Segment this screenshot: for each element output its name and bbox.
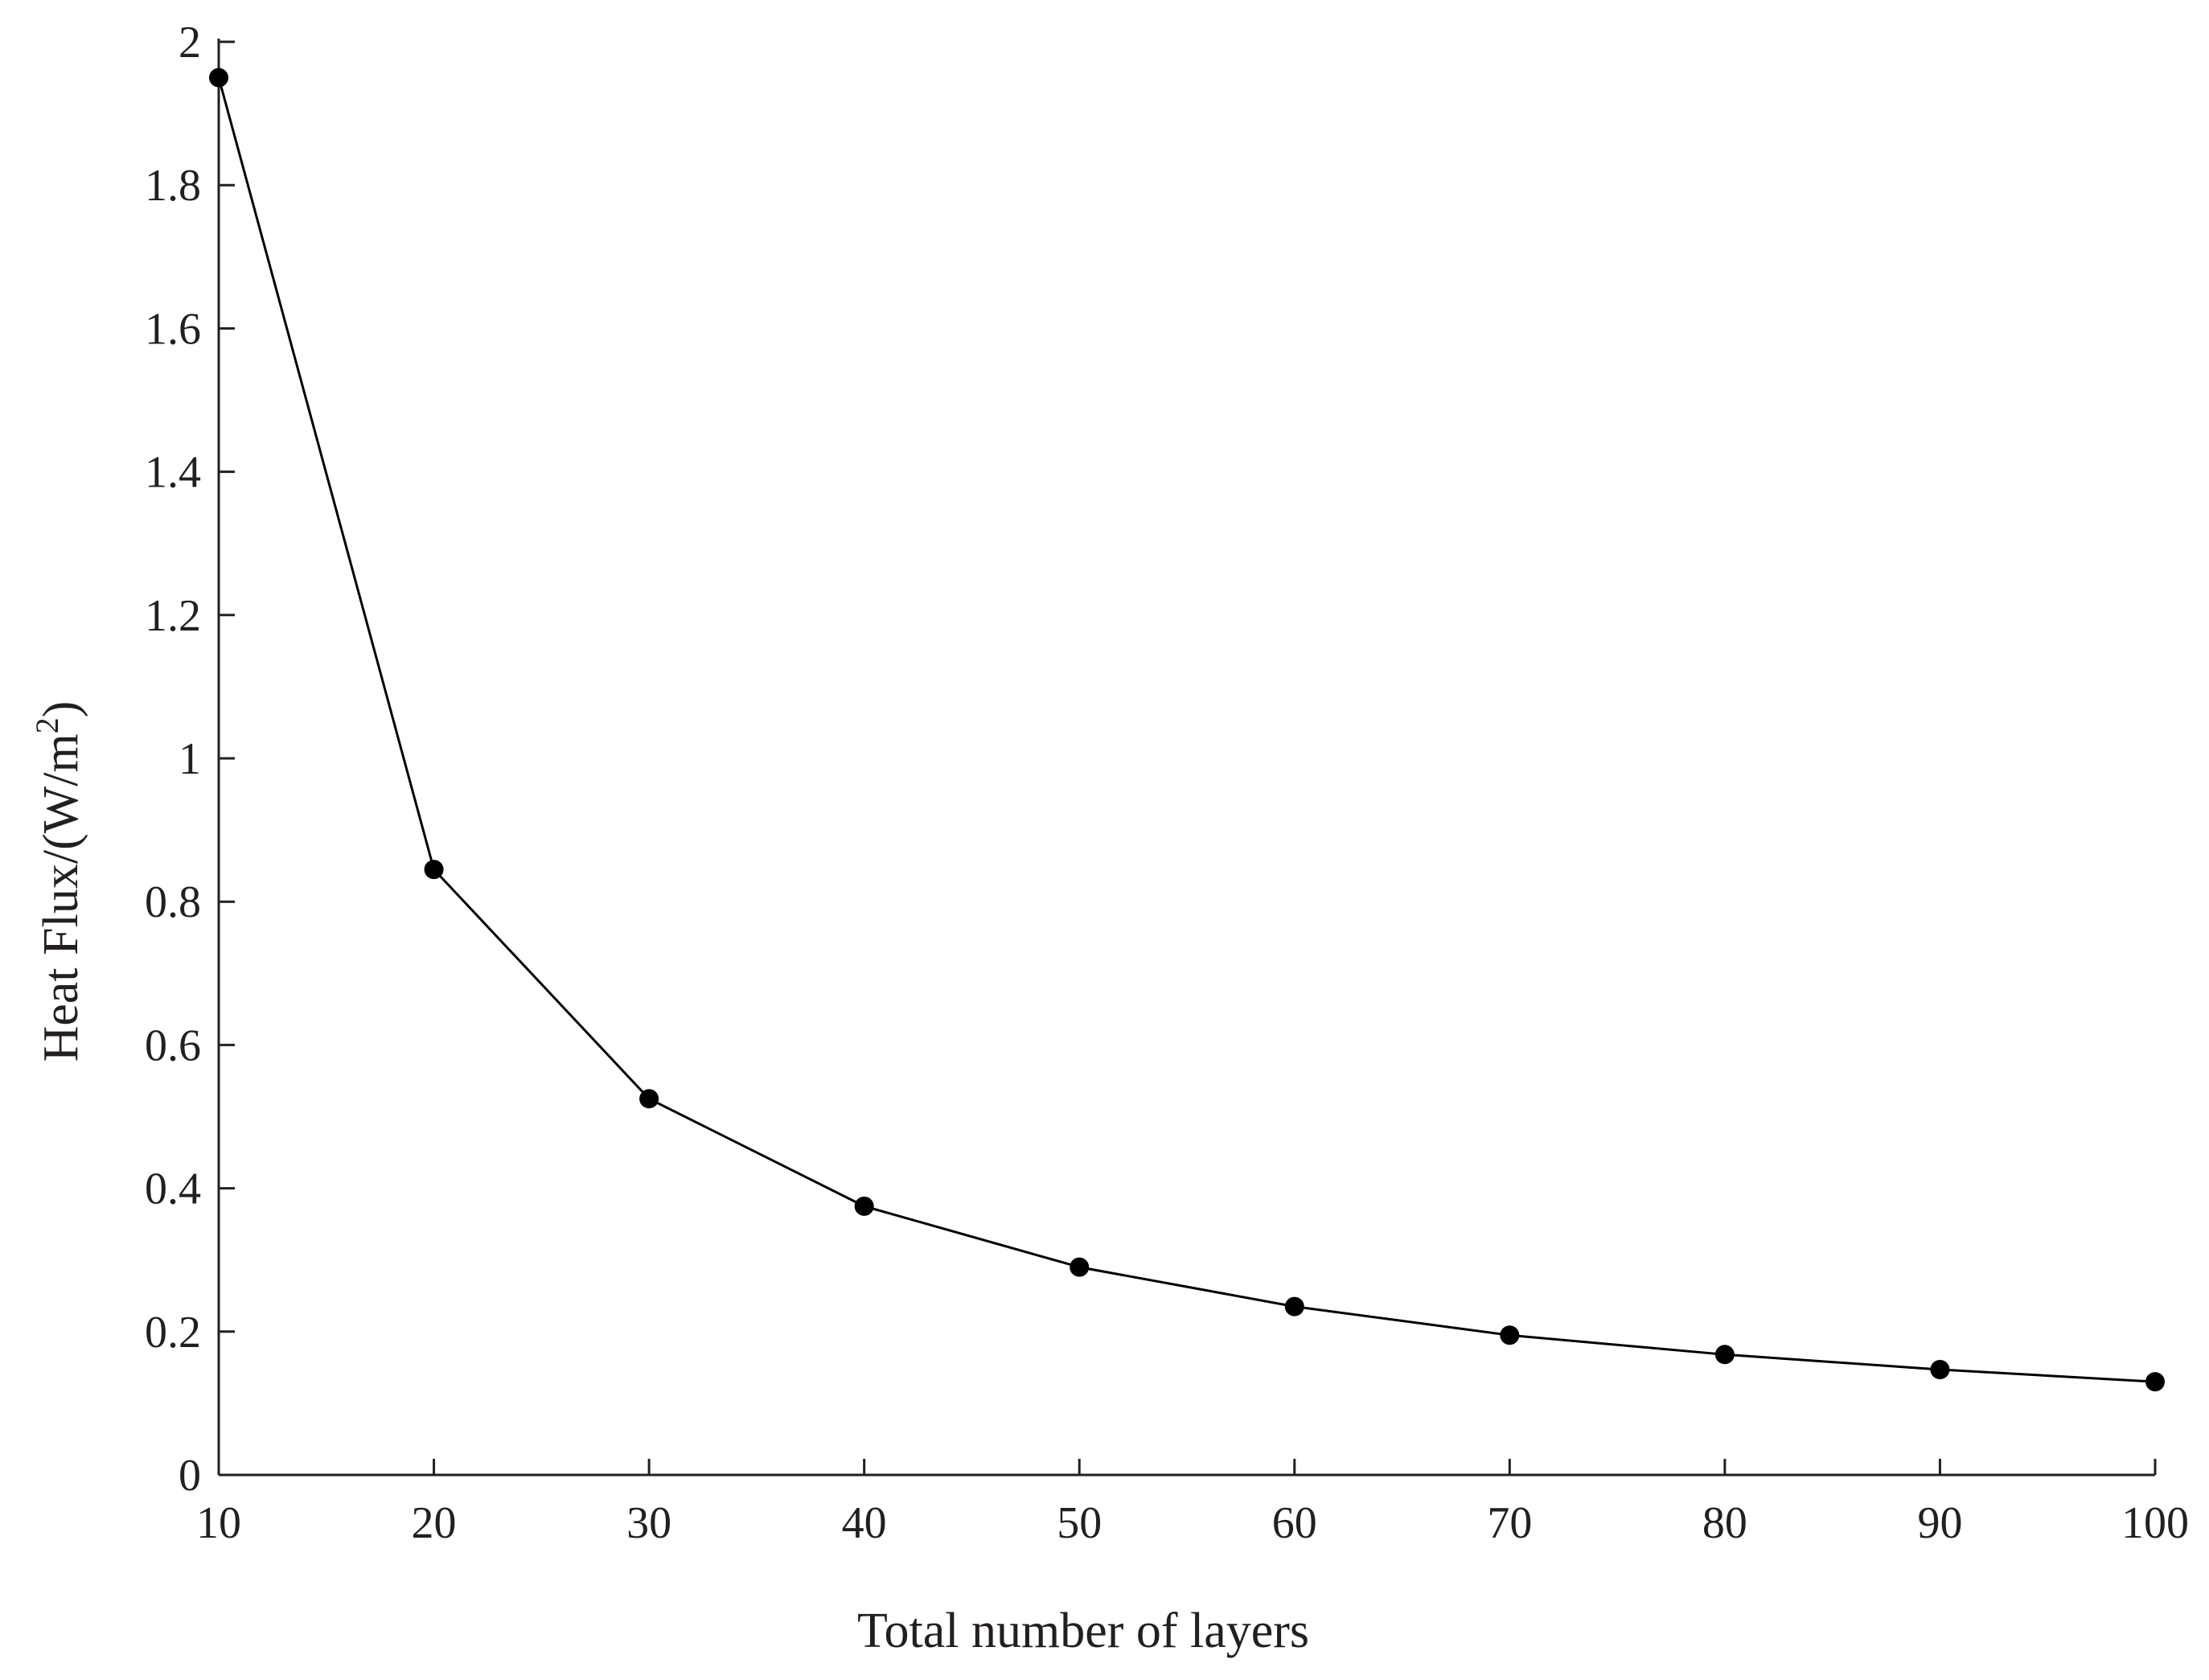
data-point (1930, 1360, 1950, 1380)
x-tick-label: 70 (1487, 1498, 1532, 1548)
data-point (1500, 1325, 1520, 1345)
x-tick-label: 60 (1272, 1498, 1317, 1548)
y-tick-label: 1.2 (145, 591, 201, 641)
y-axis-label-main: Heat Flux/(W/m (34, 733, 88, 1062)
y-tick-label: 0.2 (145, 1308, 201, 1358)
x-axis-label: Total number of layers (857, 1604, 1309, 1658)
ticks (217, 40, 2157, 1477)
axes (217, 39, 2155, 1477)
markers-layer (209, 68, 2165, 1392)
data-point (1714, 1345, 1735, 1365)
y-tick-label: 1.4 (145, 448, 201, 498)
y-tick-label: 0.6 (145, 1021, 201, 1070)
data-point (854, 1196, 874, 1216)
data-point (209, 68, 228, 88)
y-tick-label: 0.4 (145, 1164, 201, 1214)
data-point (1284, 1296, 1304, 1316)
x-tick-label: 100 (2121, 1498, 2189, 1548)
y-tick-label: 1.6 (145, 304, 201, 354)
series-line (217, 77, 2156, 1383)
y-tick-label: 1 (179, 734, 201, 784)
series-layer (217, 77, 2156, 1383)
x-tick-label: 80 (1702, 1498, 1747, 1548)
y-tick-label: 2 (179, 18, 201, 68)
y-axis-label-close: ) (34, 701, 88, 718)
y-tick-label: 0 (179, 1451, 201, 1501)
data-point (2145, 1372, 2165, 1392)
y-axis-label: Heat Flux/(W/m2) (29, 701, 88, 1062)
y-tick-label: 1.8 (145, 161, 201, 211)
data-point (1070, 1257, 1090, 1277)
x-tick-label: 50 (1057, 1498, 1102, 1548)
data-point (424, 860, 444, 880)
tick-labels: 10 20 30 40 50 60 70 80 90 100 0 0.2 0.4 0.6 0.8 1 1.2 1.… (145, 18, 2189, 1548)
x-tick-label: 30 (626, 1498, 671, 1548)
y-tick-label: 0.8 (145, 877, 201, 927)
y-axis-label-superscript: 2 (29, 717, 65, 733)
data-point (639, 1089, 659, 1109)
x-tick-label: 10 (196, 1498, 241, 1548)
x-tick-label: 40 (842, 1498, 887, 1548)
x-tick-label: 90 (1917, 1498, 1962, 1548)
x-tick-label: 20 (412, 1498, 457, 1548)
